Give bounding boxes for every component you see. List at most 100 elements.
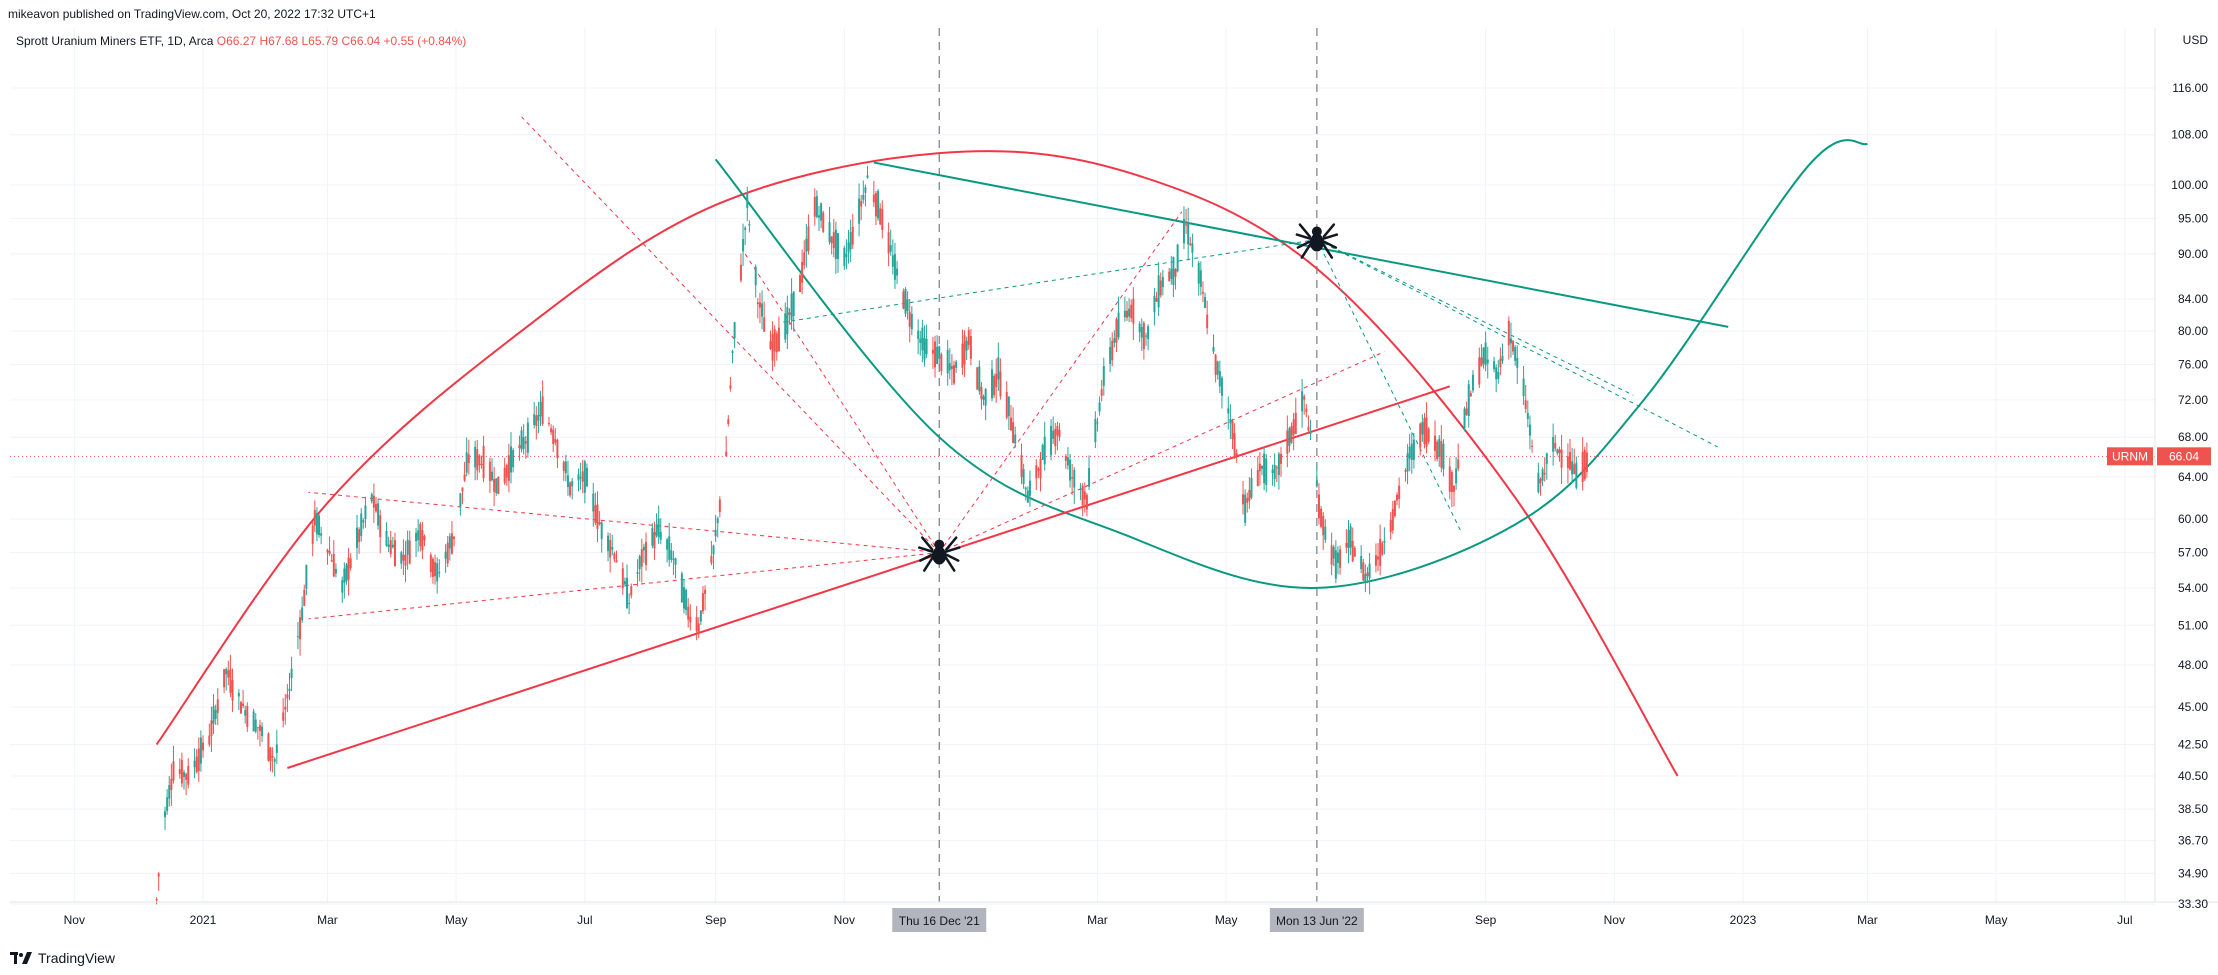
candle-body xyxy=(1054,428,1057,447)
candle-body xyxy=(1398,485,1401,499)
candle-body xyxy=(697,623,700,635)
candle-body xyxy=(1436,441,1439,459)
candle-body xyxy=(758,302,761,308)
candle-body xyxy=(482,445,485,479)
candle-body xyxy=(493,478,496,492)
y-tick-label: 34.90 xyxy=(2178,866,2208,880)
y-tick-label: 84.00 xyxy=(2178,292,2208,306)
candle-body xyxy=(195,756,198,773)
candle-body xyxy=(600,522,603,540)
candle-body xyxy=(1204,296,1207,309)
candle-body xyxy=(805,238,808,252)
candle-body xyxy=(1575,462,1578,488)
candle-body xyxy=(834,229,837,260)
candle-body xyxy=(512,450,515,468)
candle-body xyxy=(1109,347,1112,364)
ohlc-close: C66.04 xyxy=(342,34,384,48)
candle-body xyxy=(1484,342,1487,366)
candle-body xyxy=(976,367,979,390)
candle-body xyxy=(1383,541,1386,543)
candle-body xyxy=(1573,464,1576,474)
candle-body xyxy=(1117,312,1120,338)
candle-body xyxy=(1368,563,1371,579)
candle-body xyxy=(1022,469,1025,484)
candle-body xyxy=(199,737,202,764)
candle-body xyxy=(1303,396,1306,400)
candle-body xyxy=(299,617,302,640)
candle-body xyxy=(879,208,882,225)
candle-body xyxy=(1360,555,1363,570)
candle-body xyxy=(1170,268,1173,280)
candle-body xyxy=(1406,453,1409,472)
candle-body xyxy=(495,478,498,493)
candle-body xyxy=(155,899,158,901)
candle-body xyxy=(415,532,418,542)
candle-body xyxy=(820,203,823,221)
candle-body xyxy=(284,706,287,710)
candle-body xyxy=(448,536,451,549)
candle-body xyxy=(1421,421,1424,435)
candle-body xyxy=(902,291,905,309)
publish-info: mikeavon published on TradingView.com, O… xyxy=(0,0,2218,28)
candle-body xyxy=(670,550,673,560)
candle-body xyxy=(476,449,479,471)
candle-body xyxy=(645,542,648,566)
candle-body xyxy=(636,572,639,574)
candle-body xyxy=(653,531,656,549)
candle-body xyxy=(621,568,624,589)
candle-body xyxy=(609,540,612,558)
candle-body xyxy=(1037,468,1040,471)
candle-body xyxy=(1434,435,1436,451)
candle-body xyxy=(1463,408,1466,429)
candle-body xyxy=(1467,384,1470,417)
candle-body xyxy=(1423,417,1426,445)
candle-body xyxy=(946,350,949,374)
candle-body xyxy=(505,465,508,478)
candle-body xyxy=(389,540,392,554)
candle-body xyxy=(242,703,245,706)
chart-svg[interactable]: 116.00 108.00 100.00 95.00 90.00 84.00 80.00 76… xyxy=(10,28,2218,940)
candle-body xyxy=(1242,494,1245,505)
candle-body xyxy=(313,509,316,526)
candle-body xyxy=(701,593,704,612)
candle-body xyxy=(212,706,215,724)
candle-body xyxy=(453,536,456,539)
candle-body xyxy=(320,533,323,536)
candle-body xyxy=(630,586,633,596)
candle-body xyxy=(1206,314,1209,329)
candle-body xyxy=(906,299,909,312)
candle-body xyxy=(628,602,631,604)
candle-body xyxy=(1288,428,1291,446)
candle-body xyxy=(889,245,892,252)
candle-body xyxy=(1438,438,1441,457)
chart-area[interactable]: 116.00 108.00 100.00 95.00 90.00 84.00 80.00 76… xyxy=(10,28,2218,940)
candle-body xyxy=(305,565,308,589)
candle-body xyxy=(550,428,553,433)
candle-body xyxy=(872,194,875,203)
candle-body xyxy=(208,735,211,745)
candle-body xyxy=(775,333,778,353)
y-tick-label: 45.00 xyxy=(2178,700,2208,714)
y-tick-label: 76.00 xyxy=(2178,357,2208,371)
x-tick-label: Mar xyxy=(1857,913,1878,927)
candle-body xyxy=(613,553,616,560)
candle-body xyxy=(925,338,928,354)
candle-body xyxy=(1366,572,1369,577)
candle-body xyxy=(967,330,970,346)
red-fan-line xyxy=(744,253,940,553)
candle-body xyxy=(1404,470,1407,472)
candle-body xyxy=(668,536,671,560)
candle-body xyxy=(1113,338,1116,343)
candle-body xyxy=(813,197,816,217)
green-fan-line xyxy=(778,239,1317,324)
candle-body xyxy=(1543,472,1546,475)
candle-body xyxy=(332,553,335,577)
footer: TradingView xyxy=(10,944,115,972)
candle-body xyxy=(326,549,329,553)
candle-body xyxy=(1336,552,1339,563)
candle-body xyxy=(290,668,293,679)
candle-body xyxy=(1374,555,1377,566)
candle-body xyxy=(685,590,688,611)
spider-icon xyxy=(917,536,961,572)
candle-body xyxy=(510,446,512,473)
